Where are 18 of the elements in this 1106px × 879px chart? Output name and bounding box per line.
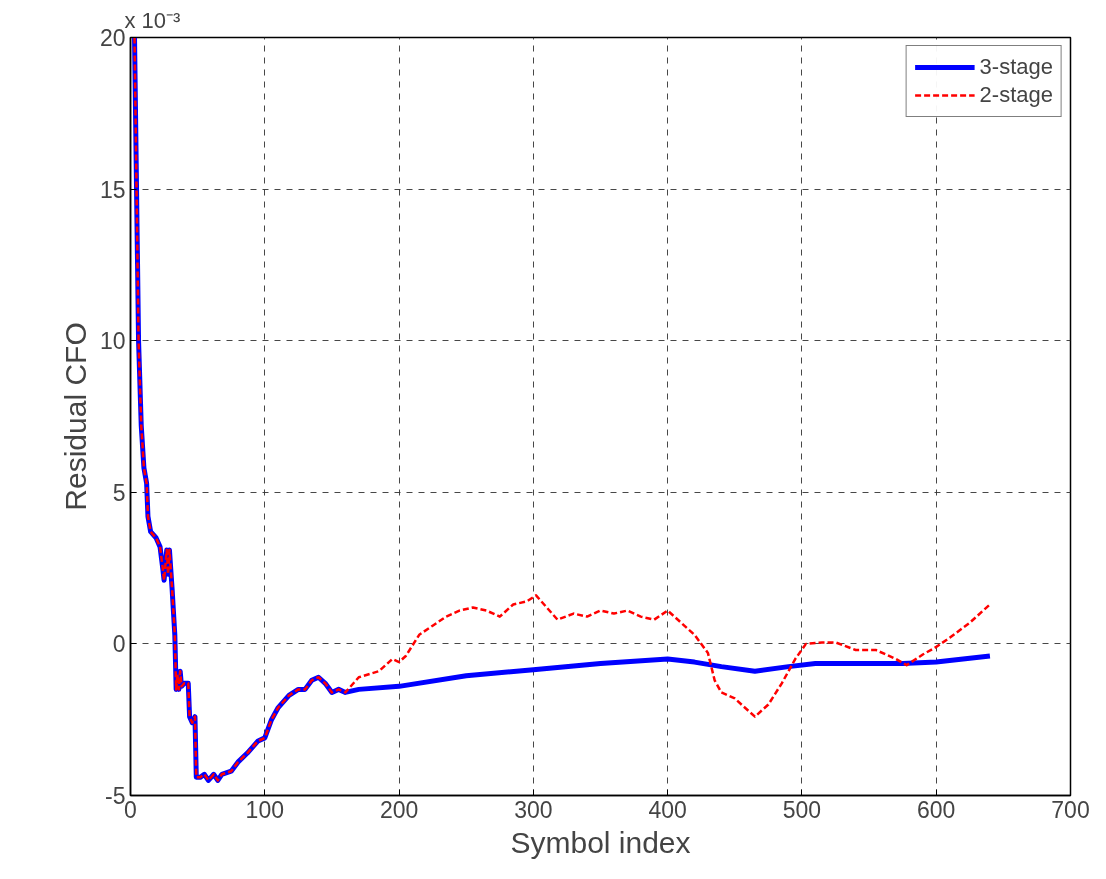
- x-tick-label: 500: [782, 796, 822, 823]
- legend-label: 3-stage: [979, 54, 1053, 80]
- x-tick-label: 700: [1051, 796, 1090, 823]
- x-tick-label: 200: [379, 796, 419, 823]
- x-tick-label: 600: [917, 796, 956, 823]
- y-axis-title: Residual CFO: [58, 322, 92, 511]
- x-tick-label: 100: [245, 796, 284, 823]
- x-tick-label: 400: [648, 796, 687, 823]
- x-axis-title: Symbol index: [510, 825, 691, 859]
- y-tick-label: 20: [99, 25, 126, 51]
- y-tick-label: 10: [99, 328, 126, 355]
- legend-label: 2-stage: [979, 82, 1053, 108]
- y-tick-label: 15: [99, 176, 126, 203]
- text: x 10⁻³: [124, 7, 181, 33]
- y-tick-label: -5: [105, 783, 126, 809]
- y-tick-label: 5: [112, 479, 126, 506]
- y-tick-label: 0: [112, 631, 126, 658]
- x-tick-label: 300: [514, 796, 553, 823]
